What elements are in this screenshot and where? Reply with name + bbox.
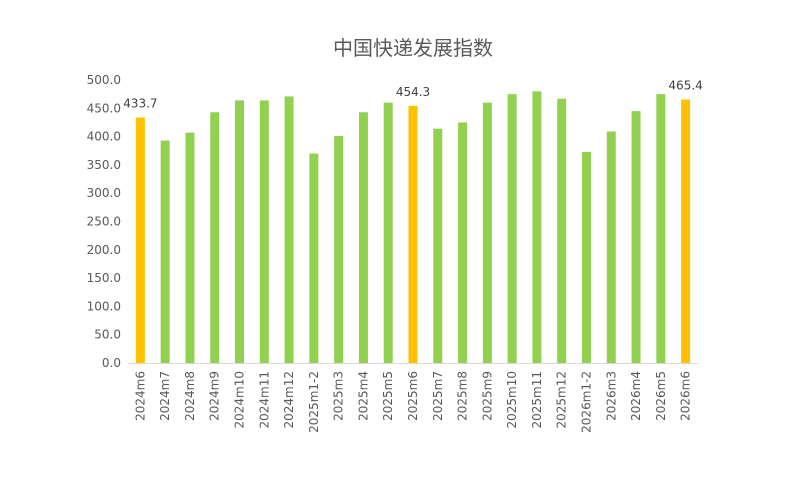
- x-tick-label: 2025m10: [505, 371, 519, 429]
- data-label: 454.3: [396, 85, 430, 99]
- x-tick-label: 2026m4: [629, 371, 643, 421]
- x-tick-label: 2024m7: [158, 371, 172, 421]
- bar-2024m11: [259, 100, 269, 363]
- data-labels: 433.7 454.3 465.4: [123, 79, 703, 111]
- chart-title: 中国快递发展指数: [333, 36, 493, 60]
- x-tick-label: 2025m12: [555, 371, 569, 429]
- x-tick-label: 2025m6: [406, 371, 420, 421]
- bar-2024m8: [185, 132, 195, 363]
- y-axis: 0.0 50.0 100.0 150.0 200.0 250.0 300.0 350.0 400…: [87, 73, 121, 370]
- bar-2025m9: [482, 102, 492, 363]
- x-tick-label: 2025m11: [530, 371, 544, 429]
- bar-2026m5: [656, 94, 666, 364]
- data-label: 465.4: [668, 79, 702, 93]
- bars: [135, 91, 691, 364]
- x-tick-label: 2026m5: [654, 371, 668, 421]
- x-tick-label: 2026m3: [604, 371, 618, 421]
- bar-2026m3: [606, 131, 616, 363]
- x-tick-label: 2025m4: [356, 371, 370, 421]
- bar-2024m10: [235, 100, 245, 363]
- x-tick-label: 2025m9: [480, 371, 494, 421]
- x-tick-label: 2024m9: [208, 371, 222, 421]
- x-tick-label: 2025m3: [332, 371, 346, 421]
- bar-2025m11: [532, 91, 542, 363]
- x-tick-label: 2024m12: [282, 371, 296, 429]
- y-tick-label: 100.0: [87, 299, 121, 313]
- x-axis: 2024m6 2024m7 2024m8 2024m9 2024m10 2024m11 20…: [133, 371, 692, 433]
- x-tick-label: 2025m8: [456, 371, 470, 421]
- x-tick-label: 2024m6: [133, 371, 147, 421]
- bar-2024m6: [135, 117, 145, 363]
- x-tick-label: 2025m1-2: [307, 371, 321, 433]
- x-tick-label: 2024m10: [233, 371, 247, 429]
- x-tick-label: 2026m6: [679, 371, 693, 421]
- bar-2025m1-2: [309, 153, 319, 363]
- bar-2026m6: [681, 99, 691, 363]
- y-tick-label: 300.0: [87, 186, 121, 200]
- bar-2025m7: [433, 128, 443, 363]
- bar-2025m8: [458, 122, 468, 363]
- y-tick-label: 50.0: [94, 328, 121, 342]
- x-tick-label: 2025m5: [381, 371, 395, 421]
- x-tick-label: 2025m7: [431, 371, 445, 421]
- bar-2025m10: [507, 94, 517, 364]
- y-tick-label: 400.0: [87, 130, 121, 144]
- y-tick-label: 350.0: [87, 158, 121, 172]
- bar-2026m4: [631, 111, 641, 363]
- bar-2025m6: [408, 105, 418, 363]
- bar-2025m5: [383, 102, 393, 363]
- x-tick-label: 2024m11: [257, 371, 271, 429]
- data-label: 433.7: [123, 97, 157, 111]
- bar-2024m12: [284, 96, 294, 363]
- y-tick-label: 500.0: [87, 73, 121, 87]
- bar-2024m9: [210, 112, 220, 364]
- y-tick-label: 200.0: [87, 243, 121, 257]
- bar-2024m7: [160, 140, 170, 363]
- bar-2025m3: [334, 136, 344, 363]
- y-tick-label: 0.0: [102, 356, 121, 370]
- bar-2026m1-2: [581, 151, 591, 363]
- x-tick-label: 2024m8: [183, 371, 197, 421]
- bar-2025m4: [358, 112, 368, 364]
- x-tick-label: 2026m1-2: [579, 371, 593, 433]
- y-tick-label: 250.0: [87, 215, 121, 229]
- y-tick-label: 150.0: [87, 271, 121, 285]
- y-tick-label: 450.0: [87, 101, 121, 115]
- bar-2025m12: [557, 98, 567, 363]
